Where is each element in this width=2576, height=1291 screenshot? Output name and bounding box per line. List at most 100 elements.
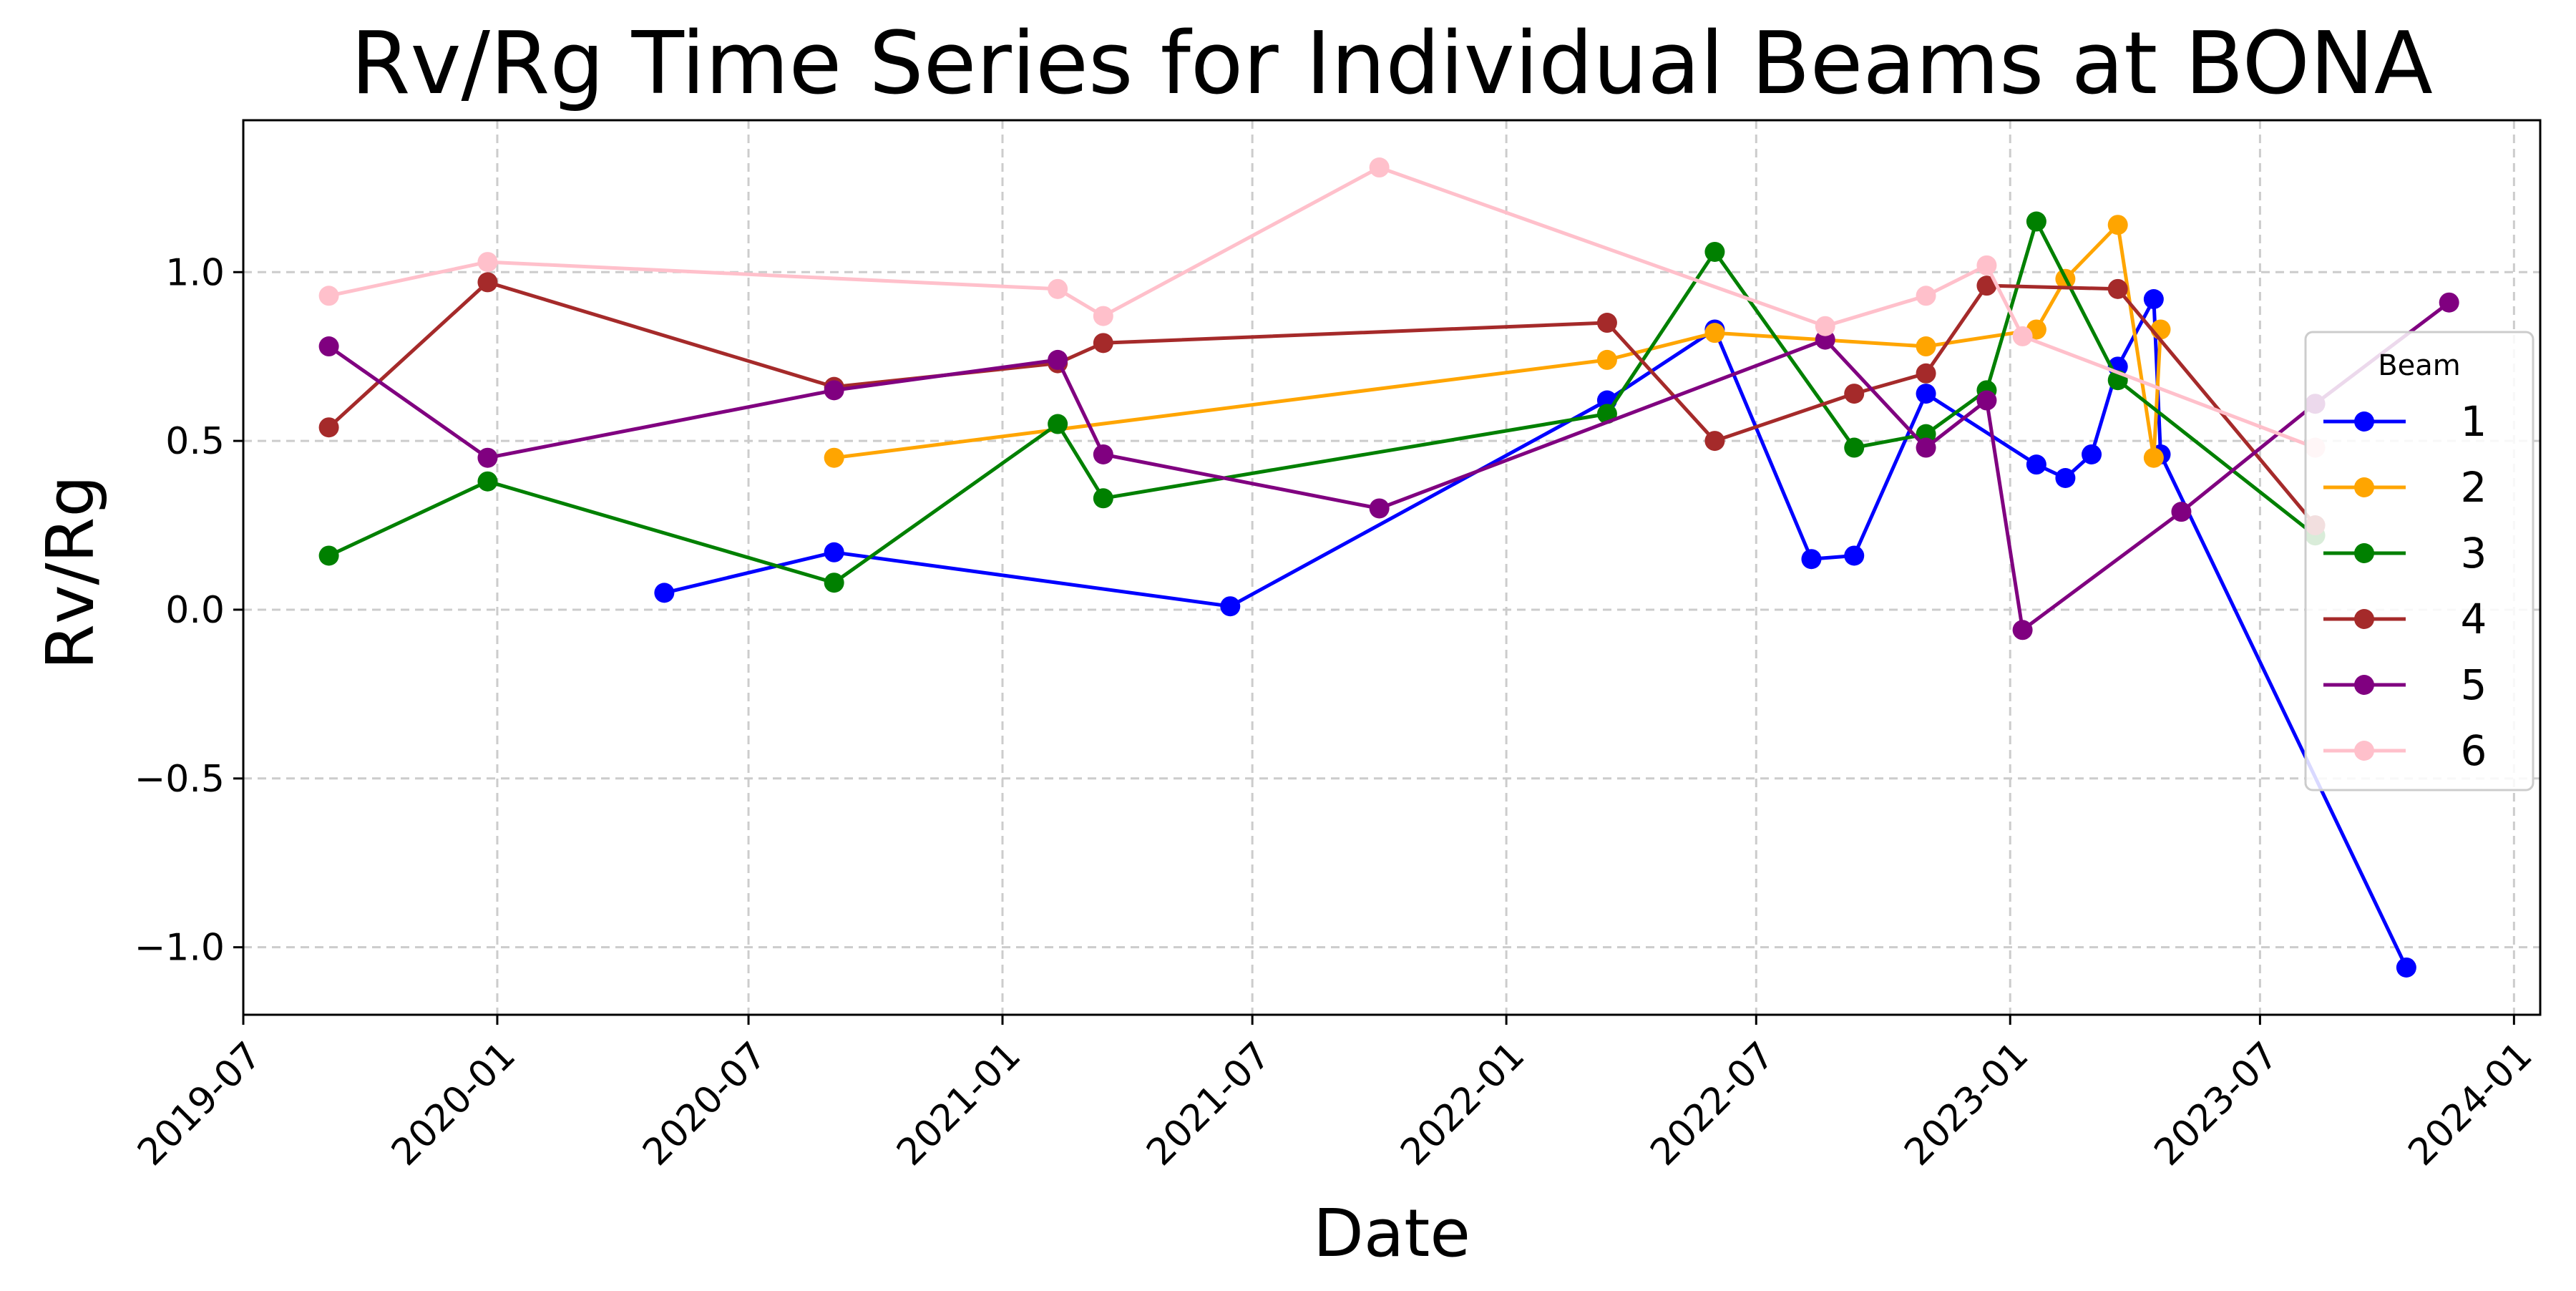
legend-label-beam-4: 4 bbox=[2461, 595, 2487, 643]
data-point bbox=[1369, 157, 1390, 178]
legend-marker-beam-5 bbox=[2354, 675, 2374, 695]
data-point bbox=[2012, 326, 2033, 346]
data-point bbox=[824, 542, 844, 562]
data-point bbox=[1976, 255, 1997, 276]
chart-title: Rv/Rg Time Series for Individual Beams a… bbox=[351, 14, 2433, 114]
legend-marker-beam-2 bbox=[2354, 477, 2374, 497]
x-tick-label: 2022-07 bbox=[1642, 1034, 1782, 1174]
data-point bbox=[477, 272, 498, 293]
x-tick-label: 2021-01 bbox=[889, 1034, 1029, 1174]
data-point bbox=[1596, 349, 1617, 370]
data-point bbox=[1916, 286, 1936, 306]
legend-marker-beam-6 bbox=[2354, 741, 2374, 761]
data-point bbox=[824, 573, 844, 593]
x-tick-label: 2023-01 bbox=[1896, 1034, 2036, 1174]
data-point bbox=[2107, 215, 2128, 235]
data-point bbox=[1916, 437, 1936, 458]
legend-box bbox=[2304, 331, 2534, 791]
data-point bbox=[1916, 336, 1936, 357]
legend-marker-beam-1 bbox=[2354, 411, 2374, 432]
legend-label-beam-6: 6 bbox=[2461, 726, 2487, 775]
legend-title: Beam bbox=[2378, 349, 2461, 382]
data-point bbox=[2143, 447, 2164, 468]
legend-label-beam-2: 2 bbox=[2461, 463, 2487, 512]
x-tick-label: 2022-01 bbox=[1392, 1034, 1533, 1174]
x-tick-label: 2020-07 bbox=[635, 1034, 775, 1174]
data-point bbox=[1844, 437, 1865, 458]
y-tick-label: −0.5 bbox=[135, 758, 225, 801]
data-point bbox=[1976, 390, 1997, 411]
data-point bbox=[318, 336, 339, 357]
series-line bbox=[834, 223, 2162, 460]
data-point bbox=[654, 583, 675, 603]
y-tick-label: −1.0 bbox=[135, 927, 225, 970]
plot-frame bbox=[242, 119, 2542, 1016]
data-point bbox=[1048, 349, 1068, 370]
data-point bbox=[1048, 278, 1068, 299]
series-line bbox=[328, 220, 2317, 585]
data-point bbox=[1093, 444, 1113, 464]
series-line bbox=[327, 280, 2317, 527]
data-point bbox=[477, 252, 498, 273]
x-tick-label: 2023-07 bbox=[2147, 1034, 2287, 1174]
data-point bbox=[1916, 363, 1936, 384]
data-point bbox=[1916, 384, 1936, 404]
series-beam-1 bbox=[654, 289, 2416, 978]
data-point bbox=[2012, 620, 2033, 640]
data-point bbox=[2396, 957, 2416, 978]
data-point bbox=[1093, 306, 1113, 326]
legend-label-beam-3: 3 bbox=[2461, 529, 2487, 578]
data-point bbox=[1844, 545, 1865, 566]
data-point bbox=[1048, 414, 1068, 434]
x-tick-label: 2021-07 bbox=[1138, 1034, 1279, 1174]
y-tick-label: 0.0 bbox=[165, 589, 225, 632]
y-tick-label: 1.0 bbox=[165, 251, 225, 294]
data-point bbox=[477, 447, 498, 468]
data-point bbox=[1704, 323, 1725, 344]
data-point bbox=[824, 447, 844, 468]
y-axis-label: Rv/Rg bbox=[32, 475, 109, 670]
x-tick-label: 2020-01 bbox=[384, 1034, 524, 1174]
data-point bbox=[318, 545, 339, 566]
series-line bbox=[328, 301, 2451, 632]
data-point bbox=[477, 471, 498, 492]
data-point bbox=[1596, 313, 1617, 333]
data-point bbox=[2171, 502, 2192, 522]
data-point bbox=[1093, 333, 1113, 354]
y-tick-label: 0.5 bbox=[165, 420, 225, 463]
x-tick-label: 2024-01 bbox=[2400, 1034, 2540, 1174]
data-point bbox=[2082, 444, 2102, 464]
series-beam-2 bbox=[824, 215, 2171, 468]
legend-label-beam-1: 1 bbox=[2461, 397, 2487, 446]
series-line bbox=[328, 165, 2316, 449]
series-group bbox=[318, 157, 2459, 978]
data-point bbox=[1704, 241, 1725, 262]
data-point bbox=[2143, 289, 2164, 309]
x-axis-label: Date bbox=[1313, 1195, 1470, 1272]
data-point bbox=[2055, 468, 2076, 488]
x-tick-label: 2019-07 bbox=[130, 1034, 270, 1174]
data-point bbox=[824, 380, 844, 401]
data-point bbox=[1369, 498, 1390, 519]
data-point bbox=[1704, 431, 1725, 452]
data-point bbox=[318, 286, 339, 306]
data-point bbox=[1220, 596, 1241, 617]
data-point bbox=[1815, 316, 1835, 336]
data-point bbox=[318, 417, 339, 438]
grid-lines bbox=[242, 120, 2540, 1015]
legend-marker-beam-4 bbox=[2354, 609, 2374, 629]
data-point bbox=[1801, 549, 1822, 570]
series-beam-6 bbox=[318, 157, 2326, 458]
data-point bbox=[2107, 278, 2128, 299]
data-point bbox=[1976, 276, 1997, 296]
data-point bbox=[2026, 211, 2046, 232]
legend-label-beam-5: 5 bbox=[2461, 661, 2487, 709]
data-point bbox=[2439, 292, 2459, 313]
legend-marker-beam-3 bbox=[2354, 543, 2374, 563]
data-point bbox=[1093, 488, 1113, 509]
data-point bbox=[1844, 384, 1865, 404]
data-point bbox=[2026, 454, 2046, 475]
